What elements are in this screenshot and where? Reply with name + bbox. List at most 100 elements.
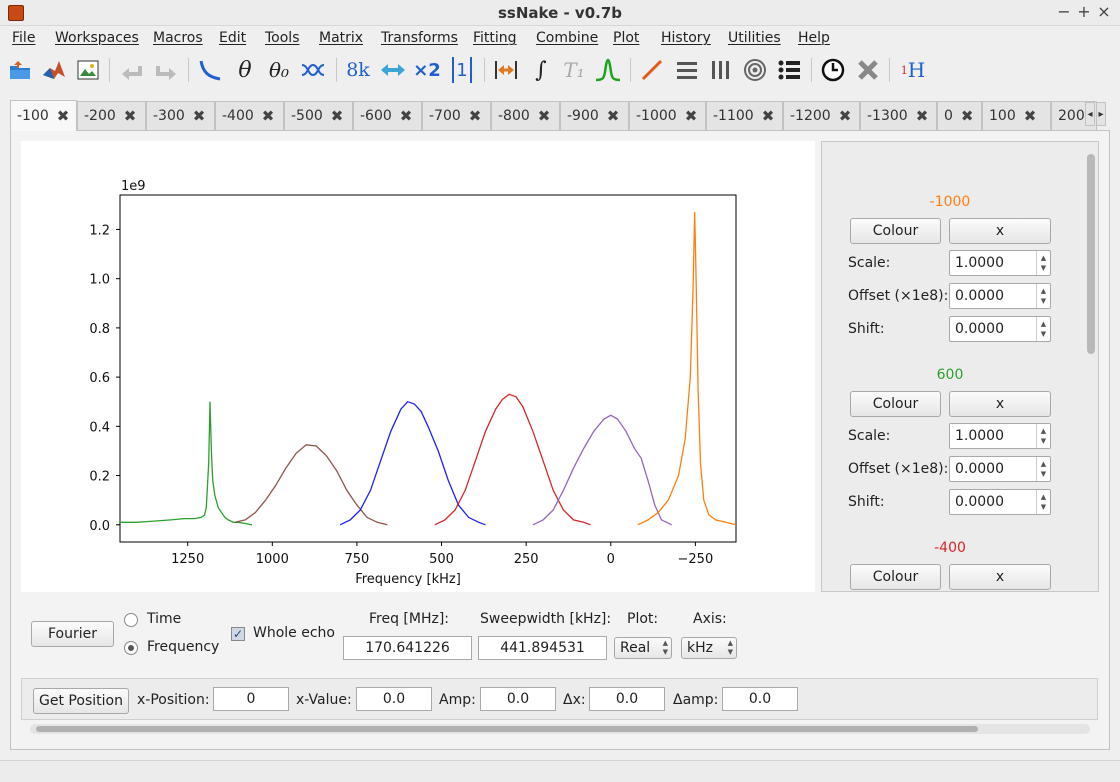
maximize-icon[interactable]: + (1077, 2, 1091, 21)
tab-close-icon[interactable]: ✖ (960, 107, 974, 125)
tab-scroll-right-icon[interactable]: ▸ (1096, 102, 1106, 126)
shift-data-icon[interactable] (380, 57, 406, 83)
menu-history[interactable]: History (661, 30, 711, 46)
menu-transforms[interactable]: Transforms (381, 30, 458, 46)
line-plot-icon[interactable] (639, 57, 665, 83)
relaxation-icon[interactable]: T₁ (563, 58, 585, 82)
side-scroll-thumb[interactable] (1087, 154, 1095, 354)
tab-11[interactable]: -1200 ✖ (783, 101, 860, 130)
sweepwidth-input[interactable]: 441.894531 (478, 636, 607, 660)
side-scroll-track[interactable] (1086, 148, 1096, 586)
menu-matrix[interactable]: Matrix (319, 30, 364, 46)
stack-plot-icon[interactable] (674, 57, 700, 83)
colour-button-1[interactable]: Colour (850, 218, 941, 244)
menu-edit[interactable]: Edit (219, 30, 247, 46)
tab-close-icon[interactable]: ✖ (537, 107, 551, 125)
spin-arrows-icon[interactable]: ▲ ▼ (1036, 317, 1050, 341)
delta-amp-field[interactable]: 0.0 (722, 687, 798, 711)
phase-icon[interactable]: θ (238, 57, 252, 83)
remove-button-3[interactable]: x (949, 564, 1051, 590)
apodize-icon[interactable] (197, 57, 223, 83)
tab-close-icon[interactable]: ✖ (261, 107, 275, 125)
tab-close-icon[interactable]: ✖ (684, 107, 698, 125)
tab-close-icon[interactable]: ✖ (761, 107, 775, 125)
redo-icon[interactable] (153, 57, 179, 83)
tab-13[interactable]: 0 ✖ (937, 101, 982, 130)
tab-close-icon[interactable]: ✖ (399, 107, 413, 125)
tab-3[interactable]: -400 ✖ (215, 101, 284, 130)
scale-spinbox-2[interactable]: 1.0000 ▲ ▼ (949, 423, 1051, 449)
integrate-icon[interactable]: ∫ (535, 57, 547, 83)
delta-x-field[interactable]: 0.0 (589, 687, 665, 711)
freq-input[interactable]: 170.641226 (343, 636, 472, 660)
frequency-radio[interactable] (124, 641, 138, 655)
tab-8[interactable]: -900 ✖ (560, 101, 629, 130)
whole-echo-checkbox[interactable]: ✓ (231, 627, 245, 641)
tab-close-icon[interactable]: ✖ (468, 107, 482, 125)
tab-scroll-left-icon[interactable]: ◂ (1085, 102, 1095, 126)
tab-close-icon[interactable]: ✖ (838, 107, 852, 125)
open-folder-icon[interactable] (7, 57, 33, 83)
tab-close-icon[interactable]: ✖ (330, 107, 344, 125)
history-clock-icon[interactable] (820, 57, 846, 83)
x-value-field[interactable]: 0.0 (356, 687, 432, 711)
remove-button-1[interactable]: x (949, 218, 1051, 244)
fourier-button[interactable]: Fourier (31, 621, 114, 647)
tab-9[interactable]: -1000 ✖ (629, 101, 706, 130)
autophase-icon[interactable]: θ₀ (268, 58, 290, 82)
axis-unit-select[interactable]: kHz ▲ ▼ (681, 637, 737, 659)
matlab-export-icon[interactable] (41, 57, 67, 83)
menu-tools[interactable]: Tools (265, 30, 300, 46)
spin-arrows-icon[interactable]: ▲ ▼ (1036, 284, 1050, 308)
menu-file[interactable]: File (12, 30, 36, 46)
spin-arrows-icon[interactable]: ▲ ▼ (1036, 251, 1050, 275)
extract-region-icon[interactable] (493, 57, 519, 83)
tab-4[interactable]: -500 ✖ (284, 101, 353, 130)
tab-6[interactable]: -700 ✖ (422, 101, 491, 130)
spectrum-plot[interactable]: 1250 1000 750 500 250 0 −250 0.0 0.2 0.4 0.6 0.8 1.0… (21, 141, 815, 592)
colour-button-2[interactable]: Colour (850, 391, 941, 417)
tab-close-icon[interactable]: ✖ (606, 107, 620, 125)
minimize-icon[interactable]: − (1057, 2, 1071, 21)
menu-fitting[interactable]: Fitting (473, 30, 517, 46)
sizing-icon[interactable]: 8k (346, 59, 370, 81)
scale-spinbox-1[interactable]: 1.0000 ▲ ▼ (949, 250, 1051, 276)
tab-14[interactable]: 100 ✖ (982, 101, 1051, 130)
tab-2[interactable]: -300 ✖ (146, 101, 215, 130)
offset-spinbox-1[interactable]: 0.0000 ▲ ▼ (949, 283, 1051, 309)
tab-5[interactable]: -600 ✖ (353, 101, 422, 130)
plot-canvas[interactable]: 1250 1000 750 500 250 0 −250 0.0 0.2 0.4 0.6 0.8 1.0… (21, 141, 815, 592)
colour-button-3[interactable]: Colour (850, 564, 941, 590)
tab-close-icon[interactable]: ✖ (56, 107, 70, 125)
amp-field[interactable]: 0.0 (480, 687, 556, 711)
horizontal-scrollbar[interactable] (30, 724, 1090, 734)
spin-arrows-icon[interactable]: ▲ ▼ (1036, 424, 1050, 448)
tab-close-icon[interactable]: ✖ (1023, 107, 1037, 125)
image-export-icon[interactable] (75, 57, 101, 83)
menu-utilities[interactable]: Utilities (728, 30, 781, 46)
spin-arrows-icon[interactable]: ▲ ▼ (1036, 457, 1050, 481)
delete-icon[interactable] (855, 57, 881, 83)
contour-plot-icon[interactable] (742, 57, 768, 83)
plot-type-select[interactable]: Real ▲ ▼ (614, 637, 672, 659)
peak-fit-icon[interactable] (595, 57, 621, 83)
tab-1[interactable]: -200 ✖ (77, 101, 146, 130)
normalize-icon[interactable]: 1 (452, 57, 472, 83)
menu-help[interactable]: Help (798, 30, 830, 46)
menu-workspaces[interactable]: Workspaces (55, 30, 139, 46)
tab-7[interactable]: -800 ✖ (491, 101, 560, 130)
tab-close-icon[interactable]: ✖ (192, 107, 206, 125)
remove-button-2[interactable]: x (949, 391, 1051, 417)
tab-0[interactable]: -100 ✖ (10, 100, 77, 131)
shift-spinbox-1[interactable]: 0.0000 ▲ ▼ (949, 316, 1051, 342)
undo-icon[interactable] (119, 57, 145, 83)
x-position-field[interactable]: 0 (213, 687, 289, 711)
menu-macros[interactable]: Macros (153, 30, 203, 46)
menu-combine[interactable]: Combine (536, 30, 599, 46)
time-radio[interactable] (124, 613, 138, 627)
tab-12[interactable]: -1300 ✖ (860, 101, 937, 130)
menu-plot[interactable]: Plot (613, 30, 640, 46)
list-icon[interactable] (776, 57, 802, 83)
tab-10[interactable]: -1100 ✖ (706, 101, 783, 130)
